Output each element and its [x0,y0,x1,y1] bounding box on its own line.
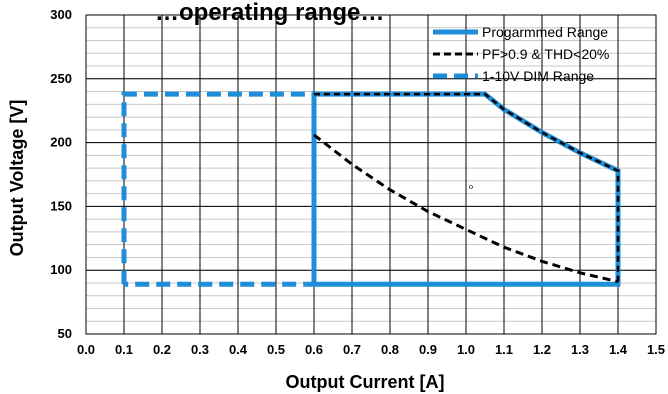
series-pf-thd-curve-line [313,133,619,284]
x-tick-label: 0.9 [419,342,437,357]
x-tick-label: 0.7 [343,342,361,357]
legend: Progarmmed Range PF>0.9 & THD<20% 1-10V DI… [433,24,609,84]
x-tick-label: 1.4 [609,342,628,357]
x-axis-tick-labels: 0.0 0.1 0.2 0.3 0.4 0.5 0.6 0.7 0.8 0.9 1.0 1.1 1.2 1… [77,342,665,357]
series-dim-range-line [121,91,317,287]
x-tick-label: 0.2 [153,342,171,357]
chart-title: …operating range… [155,0,384,26]
x-tick-label: 0.0 [77,342,95,357]
legend-label: PF>0.9 & THD<20% [482,46,609,62]
series-layer [121,91,621,287]
plot-area-border [85,14,657,335]
y-tick-label: 200 [50,135,72,150]
x-tick-label: 0.8 [381,342,399,357]
y-axis-tick-labels: 50 100 150 200 250 300 [50,7,72,341]
y-tick-label: 100 [50,262,72,277]
x-tick-label: 0.5 [267,342,285,357]
x-tick-label: 1.0 [457,342,475,357]
series-pf-thd-boundary-line [314,92,620,285]
y-tick-label: 150 [50,198,72,213]
stray-mark [469,185,473,189]
x-tick-label: 0.1 [115,342,133,357]
y-axis-title: Output Voltage [V] [7,100,27,257]
x-tick-label: 1.5 [647,342,665,357]
legend-label: 1-10V DIM Range [482,68,594,84]
x-tick-label: 1.1 [495,342,513,357]
x-tick-label: 1.2 [533,342,551,357]
x-tick-label: 0.4 [229,342,248,357]
y-tick-label: 300 [50,7,72,22]
x-tick-label: 0.3 [191,342,209,357]
x-axis-title: Output Current [A] [286,372,445,392]
y-tick-label: 50 [58,326,72,341]
x-tick-label: 1.3 [571,342,589,357]
y-tick-label: 250 [50,71,72,86]
legend-label: Progarmmed Range [482,24,608,40]
x-tick-label: 0.6 [305,342,323,357]
